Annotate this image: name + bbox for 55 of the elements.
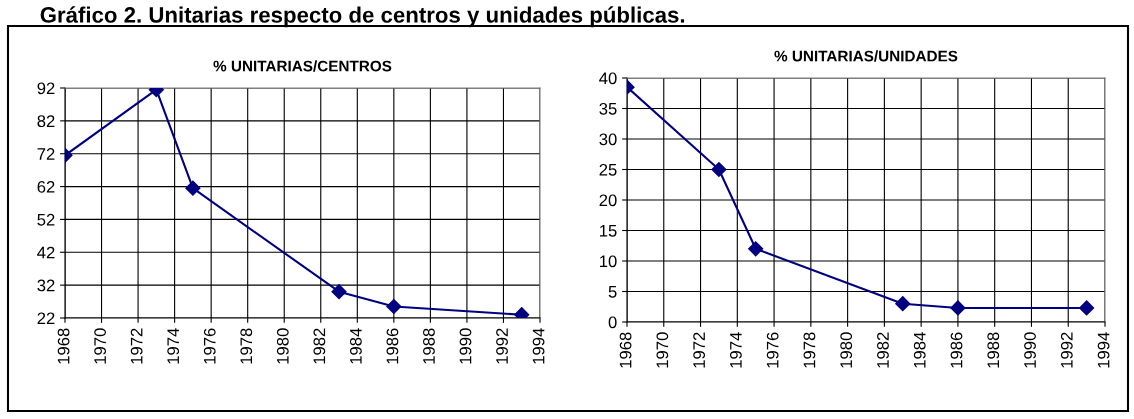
y-tick-label: 15 bbox=[600, 225, 617, 237]
y-tick-label: 0 bbox=[608, 316, 617, 329]
x-tick-label: 1980 bbox=[840, 332, 853, 368]
point bbox=[386, 298, 402, 315]
x-tick-label: 1988 bbox=[987, 332, 1000, 368]
x-tick-label: 1974 bbox=[167, 328, 180, 364]
y-tick-label: 20 bbox=[599, 194, 617, 207]
x-tick-label: 1972 bbox=[130, 328, 143, 364]
x-tick-label: 1970 bbox=[656, 332, 669, 368]
x-tick-label: 1968 bbox=[57, 328, 70, 364]
x-tick-label: 1992 bbox=[496, 328, 508, 364]
x-tick-label: 1970 bbox=[94, 328, 107, 364]
y-tick-label: 10 bbox=[600, 255, 617, 268]
x-tick-label: 1978 bbox=[803, 332, 816, 368]
x-tick-label: 1986 bbox=[950, 332, 963, 368]
y-tick-label: 82 bbox=[37, 115, 55, 128]
y-tick-label: 5 bbox=[608, 286, 617, 298]
y-tick-label: 32 bbox=[37, 279, 55, 292]
x-tick-label: 1994 bbox=[532, 328, 545, 364]
point bbox=[1079, 300, 1095, 316]
y-tick-label: 30 bbox=[599, 133, 617, 146]
x-tick-label: 1990 bbox=[1024, 332, 1036, 368]
x-tick-label: 1986 bbox=[386, 328, 399, 364]
y-tick-label: 92 bbox=[37, 82, 55, 95]
x-tick-label: 1978 bbox=[240, 328, 253, 364]
x-tick-label: 1972 bbox=[693, 332, 706, 368]
x-tick-label: 1976 bbox=[766, 332, 779, 368]
point bbox=[711, 161, 727, 178]
y-tick-label: 25 bbox=[599, 163, 617, 176]
x-tick-label: 1992 bbox=[1060, 332, 1073, 368]
x-tick-label: 1994 bbox=[1097, 332, 1110, 368]
x-tick-label: 1980 bbox=[276, 328, 289, 364]
y-tick-label: 62 bbox=[37, 180, 55, 193]
y-tick-label: 40 bbox=[599, 72, 617, 85]
y-tick-label: 72 bbox=[37, 148, 55, 160]
y-tick-label: 52 bbox=[37, 213, 55, 226]
point bbox=[331, 284, 347, 300]
point bbox=[748, 241, 764, 257]
x-tick-label: 1982 bbox=[313, 328, 326, 364]
x-tick-label: 1982 bbox=[877, 332, 889, 368]
x-tick-label: 1968 bbox=[619, 332, 632, 368]
chart-title: % UNITARIAS/CENTROS bbox=[213, 60, 392, 72]
x-tick-label: 1990 bbox=[459, 328, 472, 364]
x-tick-label: 1976 bbox=[203, 328, 216, 364]
point bbox=[185, 180, 201, 196]
chart-title: % UNITARIAS/UNIDADES bbox=[774, 50, 958, 62]
x-tick-label: 1984 bbox=[349, 328, 362, 364]
point bbox=[950, 300, 966, 316]
point bbox=[895, 296, 911, 312]
y-tick-label: 22 bbox=[37, 312, 55, 325]
x-tick-label: 1974 bbox=[729, 332, 742, 368]
y-tick-label: 42 bbox=[37, 246, 55, 259]
x-tick-label: 1988 bbox=[423, 328, 435, 364]
x-tick-label: 1984 bbox=[913, 332, 926, 368]
y-tick-label: 35 bbox=[599, 102, 617, 115]
